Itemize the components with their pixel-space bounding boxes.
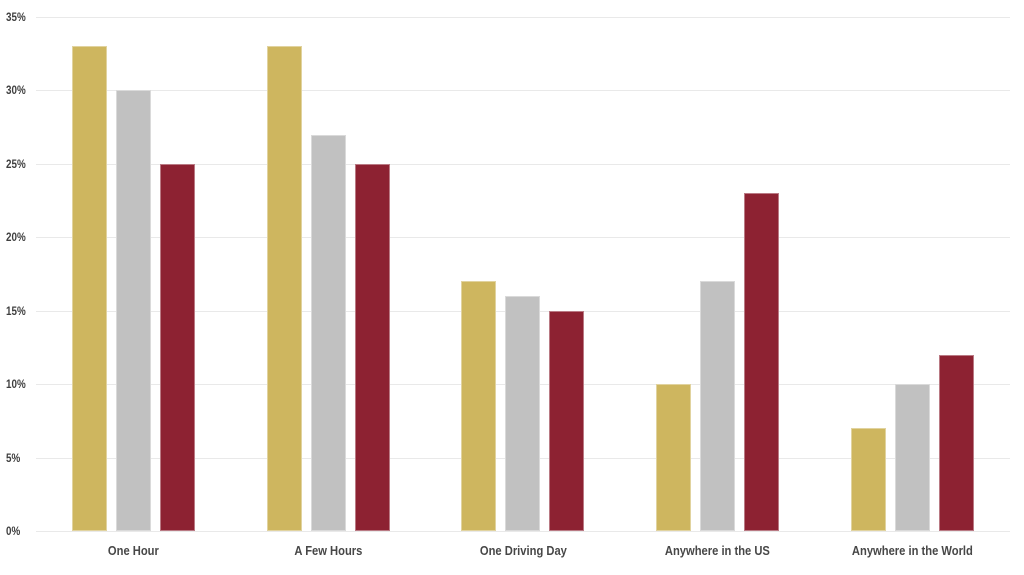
x-category-label: One Hour — [107, 543, 159, 558]
x-category-label: Anywhere in the US — [665, 543, 771, 558]
bar-group — [231, 17, 426, 531]
bar-red — [354, 163, 390, 531]
bar-gray — [115, 90, 151, 531]
bar-red — [549, 310, 585, 531]
y-tick-label: 10% — [6, 377, 26, 392]
bar-gray — [310, 134, 346, 531]
y-tick-label: 15% — [6, 303, 26, 318]
bar-gold — [461, 281, 497, 531]
y-tick-label: 30% — [6, 83, 26, 98]
x-axis: One Hour A Few Hours One Driving Day Anywhe… — [36, 531, 1010, 575]
gridline — [36, 90, 1010, 92]
gridline — [36, 17, 1010, 18]
bar-gold — [851, 428, 887, 531]
y-tick-label: 25% — [6, 156, 26, 171]
x-category-label: Anywhere in the World — [852, 543, 974, 558]
y-tick-label: 5% — [6, 450, 21, 465]
y-tick-label: 20% — [6, 230, 26, 245]
bar-gray — [700, 281, 736, 531]
y-tick-label: 35% — [6, 10, 26, 24]
bar-group — [36, 17, 231, 531]
bar-red — [744, 193, 780, 531]
bar-gold — [71, 46, 107, 531]
plot-area — [36, 17, 1010, 532]
gridline — [36, 237, 1010, 239]
bar-red — [159, 163, 195, 531]
bar-red — [939, 354, 975, 531]
x-category-label: A Few Hours — [294, 543, 363, 558]
bar-group — [815, 17, 1010, 531]
bar-group — [620, 17, 815, 531]
gridline — [36, 163, 1010, 165]
gridline — [36, 531, 1010, 532]
bar-gold — [656, 384, 692, 531]
x-category-label: One Driving Day — [479, 543, 567, 558]
bar-gold — [266, 46, 302, 531]
bar-gray — [895, 384, 931, 531]
bar-gray — [505, 296, 541, 531]
bar-group — [426, 17, 621, 531]
bar-groups-layer — [36, 17, 1010, 531]
y-tick-label: 0% — [6, 524, 21, 538]
